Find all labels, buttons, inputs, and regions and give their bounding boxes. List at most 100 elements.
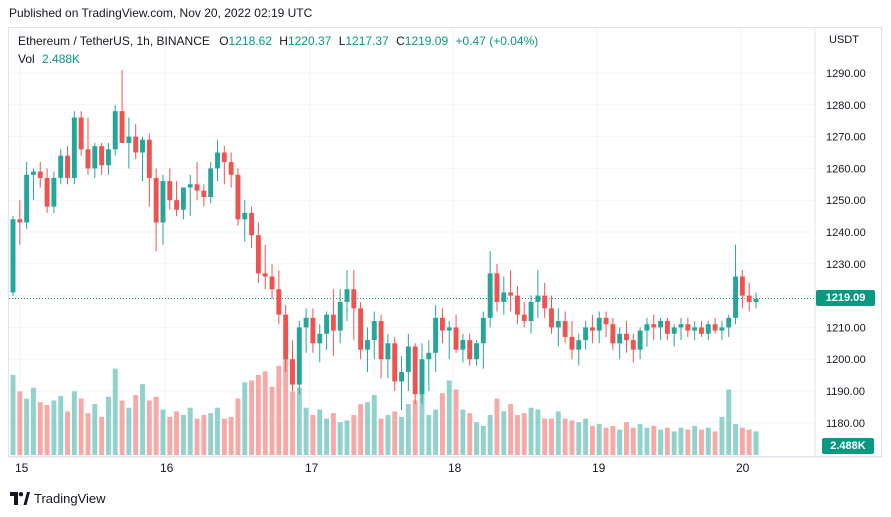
volume-bar <box>153 396 159 455</box>
volume-bar <box>733 424 739 455</box>
candle <box>85 117 91 175</box>
volume-bar <box>617 429 623 455</box>
candle-body <box>705 324 711 334</box>
volume-bar <box>705 427 711 455</box>
symbol-name[interactable]: Ethereum / TetherUS, 1h, BINANCE <box>18 34 210 48</box>
volume-bar <box>71 391 77 455</box>
candle <box>344 270 350 322</box>
x-tick-label: 15 <box>15 461 29 475</box>
candle <box>644 317 650 347</box>
volume-bar <box>174 411 180 455</box>
candle <box>71 111 77 185</box>
tradingview-logo[interactable]: TradingView <box>10 491 106 506</box>
candle-body <box>65 155 70 178</box>
volume-bar <box>242 382 248 455</box>
volume-bar <box>10 375 16 455</box>
candle <box>215 139 220 182</box>
candle-body <box>692 327 698 331</box>
candle-body <box>746 295 752 302</box>
candle <box>426 340 432 391</box>
volume-bar <box>303 407 309 455</box>
candle-body <box>283 314 289 360</box>
candle-body <box>433 317 439 353</box>
volume-bar <box>337 422 343 455</box>
candle <box>603 311 609 337</box>
candle <box>508 270 514 312</box>
volume-bar <box>385 415 391 455</box>
candle <box>365 327 370 372</box>
volume-bar <box>24 398 30 455</box>
candle <box>24 162 30 229</box>
candle <box>596 311 602 344</box>
candle-body <box>228 162 234 175</box>
candle-body <box>589 327 595 331</box>
candle-body <box>405 346 411 372</box>
volume-bar <box>255 375 261 455</box>
candle <box>221 146 227 185</box>
y-tick-label: 1240.00 <box>826 227 866 239</box>
volume-bar <box>92 404 98 455</box>
candle-body <box>296 327 302 385</box>
candle <box>562 311 568 344</box>
volume-bar <box>187 407 193 455</box>
volume-bar <box>699 429 704 455</box>
candle <box>112 104 118 156</box>
candle <box>487 251 493 328</box>
candle <box>194 162 200 201</box>
candle-body <box>392 343 398 382</box>
open-value: 1218.62 <box>228 34 272 48</box>
candle <box>105 142 111 175</box>
candle-body <box>112 111 118 150</box>
volume-bar <box>501 411 507 455</box>
x-tick-label: 18 <box>448 461 462 475</box>
symbol-legend: Ethereum / TetherUS, 1h, BINANCE O1218.6… <box>18 34 538 48</box>
candle <box>351 270 357 341</box>
volume-bar <box>235 398 241 455</box>
volume-bar <box>726 389 732 455</box>
candle <box>678 317 684 341</box>
candle-body <box>180 187 186 210</box>
candle-body <box>630 340 636 350</box>
candle <box>439 308 445 344</box>
candle-body <box>651 324 657 328</box>
volume-bar <box>637 424 643 455</box>
candle-body <box>99 146 105 166</box>
candle-body <box>678 324 684 328</box>
volume-bar <box>467 413 473 455</box>
candle-body <box>549 308 554 328</box>
candle-body <box>290 359 295 385</box>
volume-bar <box>296 387 302 455</box>
candle <box>671 324 677 347</box>
currency-label[interactable]: USDT <box>829 34 859 46</box>
volume-bar <box>99 416 105 455</box>
candle-body <box>140 139 145 153</box>
candle-body <box>426 352 432 360</box>
candle <box>330 289 336 357</box>
candle <box>180 187 186 220</box>
candle-body <box>330 314 336 331</box>
volume-bar <box>542 418 548 455</box>
candle-body <box>542 295 548 309</box>
candle <box>65 146 70 185</box>
volume-bar <box>37 402 43 455</box>
candle <box>324 311 330 350</box>
candle <box>514 286 520 325</box>
candle-body <box>453 327 459 350</box>
candle-body <box>583 327 589 341</box>
y-tick-label: 1180.00 <box>826 418 865 430</box>
volume-bar <box>460 409 466 455</box>
candle <box>664 317 670 341</box>
candle-body <box>712 324 718 331</box>
tradingview-logo-icon <box>10 492 30 505</box>
volume-bar <box>290 391 295 455</box>
candle-body <box>739 276 745 296</box>
candle-body <box>685 324 691 331</box>
candle-body <box>303 317 309 328</box>
candle <box>78 111 84 156</box>
high-value: 1220.37 <box>287 34 332 48</box>
volume-bar <box>365 402 370 455</box>
candle <box>92 142 98 178</box>
candle-body <box>412 346 418 395</box>
candle <box>419 343 425 404</box>
